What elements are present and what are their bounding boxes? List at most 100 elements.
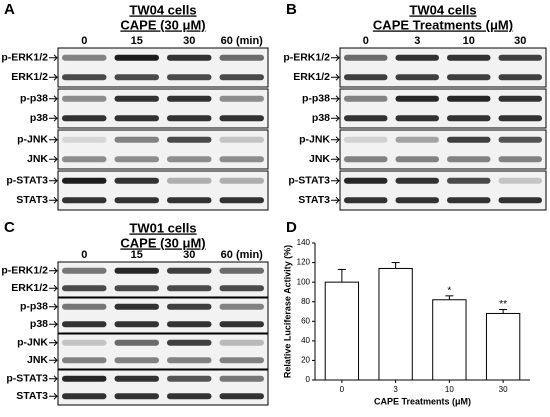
- blot-band: [167, 177, 212, 184]
- blot-band: [219, 177, 264, 184]
- row-label: p-ERK1/2: [283, 52, 330, 64]
- blot-band: [167, 285, 212, 292]
- blot-band: [344, 115, 388, 122]
- row-arrow: [331, 95, 340, 103]
- blot-band: [447, 136, 491, 143]
- x-tick-label: 10: [445, 385, 454, 394]
- blot-band: [62, 267, 107, 274]
- blot-band: [167, 156, 212, 163]
- blot-band: [219, 197, 264, 204]
- blot-band: [498, 177, 542, 184]
- row-label: p-JNK: [17, 337, 48, 349]
- y-axis-label: Relative Luciferase Activity (%): [282, 245, 292, 378]
- blot-band: [62, 357, 107, 364]
- blot-band: [498, 115, 542, 122]
- x-tick-label: 3: [393, 385, 398, 394]
- panel-letter: D: [286, 219, 297, 236]
- row-arrow: [49, 95, 58, 103]
- blot-band: [62, 156, 107, 163]
- blot-band: [114, 303, 159, 310]
- blot-box: [57, 129, 269, 170]
- blot-band: [219, 339, 264, 346]
- blot-box: [57, 297, 269, 334]
- lane-label: 0: [81, 35, 87, 47]
- y-tick-label: 20: [301, 356, 310, 365]
- blot-band: [62, 393, 107, 400]
- row-arrow: [331, 155, 340, 163]
- blot-box: [57, 88, 269, 129]
- blot-band: [498, 95, 542, 102]
- row-label: p-p38: [20, 93, 48, 105]
- blot-band: [62, 303, 107, 310]
- lane-label: 10: [463, 35, 475, 47]
- lane-label: 60 (min): [221, 35, 264, 47]
- blot-band: [447, 54, 491, 61]
- row-arrow: [49, 136, 58, 144]
- x-tick-label: 30: [499, 385, 508, 394]
- panel-subtitle: CAPE (30 μM): [120, 235, 205, 250]
- row-label: p-STAT3: [6, 373, 48, 385]
- blot-band: [62, 375, 107, 382]
- panel-subtitle: CAPE Treatments (μM): [373, 17, 513, 32]
- panel-letter: B: [286, 1, 297, 18]
- blot-band: [62, 115, 107, 122]
- blot-band: [167, 267, 212, 274]
- blot-band: [62, 197, 107, 204]
- blot-box: [57, 47, 269, 88]
- row-arrow: [331, 54, 340, 62]
- blot-band: [167, 375, 212, 382]
- blot-band: [395, 156, 439, 163]
- row-label: p-p38: [20, 301, 48, 313]
- blot-band: [167, 339, 212, 346]
- blot-band: [114, 375, 159, 382]
- x-tick-label: 0: [340, 385, 345, 394]
- blot-band: [114, 197, 159, 204]
- blot-band: [219, 393, 264, 400]
- blot-band: [447, 95, 491, 102]
- row-label: JNK: [27, 354, 48, 366]
- blot-band: [114, 177, 159, 184]
- blot-band: [498, 136, 542, 143]
- blot-band: [167, 115, 212, 122]
- blot-band: [219, 375, 264, 382]
- x-axis-label: CAPE Treatments (μM): [374, 396, 471, 406]
- blot-band: [114, 156, 159, 163]
- blot-band: [344, 74, 388, 81]
- blot-box: [339, 170, 547, 211]
- row-label: ERK1/2: [11, 71, 48, 83]
- blot-band: [114, 285, 159, 292]
- bar: [324, 281, 360, 381]
- blot-band: [167, 136, 212, 143]
- blot-band: [114, 115, 159, 122]
- lane-label: 30: [183, 35, 195, 47]
- blot-band: [447, 156, 491, 163]
- bar: [485, 312, 521, 381]
- y-tick-label: 80: [301, 297, 310, 306]
- y-tick-label: 40: [301, 336, 310, 345]
- row-arrow: [49, 155, 58, 163]
- row-arrow: [331, 177, 340, 185]
- y-tick-label: 100: [297, 277, 311, 286]
- row-arrow: [49, 339, 58, 347]
- blot-box: [57, 261, 269, 298]
- blot-band: [219, 95, 264, 102]
- lane-label: 60 (min): [221, 249, 264, 261]
- blot-band: [344, 95, 388, 102]
- blot-band: [114, 321, 159, 328]
- blot-band: [395, 177, 439, 184]
- blot-band: [344, 54, 388, 61]
- blot-band: [62, 321, 107, 328]
- row-label: p-p38: [302, 93, 330, 105]
- blot-band: [219, 156, 264, 163]
- blot-band: [62, 136, 107, 143]
- row-arrow: [49, 356, 58, 364]
- blot-band: [114, 136, 159, 143]
- y-tick-label: 140: [297, 238, 311, 247]
- lane-label: 0: [363, 35, 369, 47]
- lane-label: 30: [183, 249, 195, 261]
- blot-band: [447, 74, 491, 81]
- blot-band: [167, 357, 212, 364]
- blot-box: [57, 170, 269, 211]
- row-arrow: [331, 136, 340, 144]
